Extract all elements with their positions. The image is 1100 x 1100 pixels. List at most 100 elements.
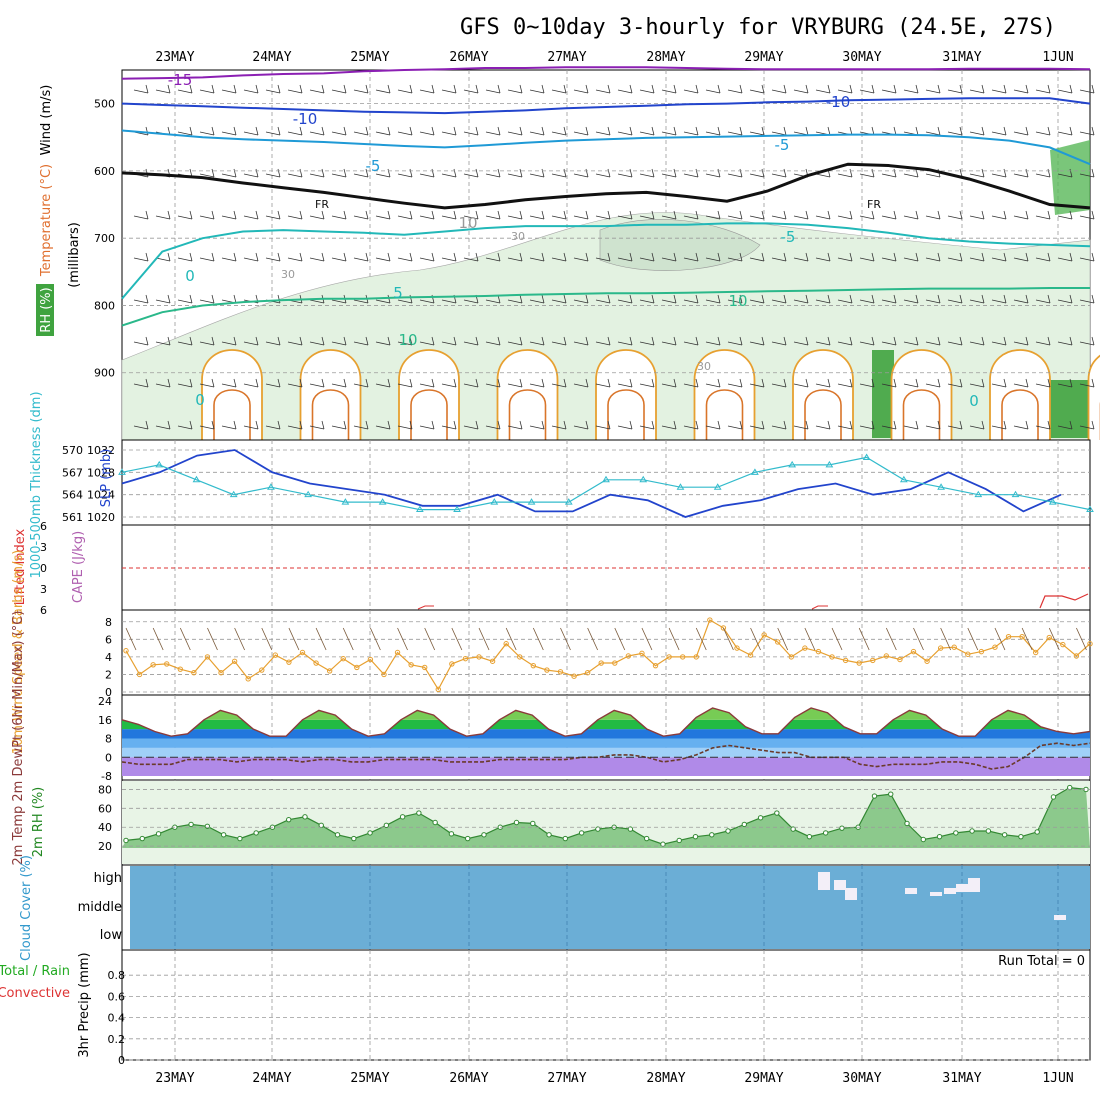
wind-barb-flag	[321, 336, 325, 346]
date-label-top: 25MAY	[350, 50, 389, 65]
wind-barb-flag	[145, 84, 149, 94]
thickness-marker	[639, 475, 648, 483]
wind-barb-flag	[585, 378, 589, 388]
wind-barb-flag	[981, 378, 985, 388]
wind-barb-flag	[915, 294, 919, 304]
wind-speed-marker	[856, 660, 862, 666]
temp-contour-warm	[496, 349, 559, 440]
wind-barb	[265, 89, 281, 94]
wind-barb-10m	[288, 627, 300, 651]
wind-barb-flag	[739, 378, 743, 388]
wind-barb-flag	[563, 84, 567, 94]
li-line-fragment	[811, 605, 828, 610]
wind-barb-flag	[475, 126, 479, 136]
wind-barb	[287, 383, 303, 388]
wind-barb-10m	[261, 627, 273, 651]
wind-barb-flag	[321, 84, 325, 94]
wind-barb	[441, 425, 457, 430]
wind-barb-flag	[1047, 294, 1051, 304]
wind-barb-flag	[959, 126, 963, 136]
wind-speed-marker	[476, 654, 482, 660]
contour-label: 30	[697, 360, 711, 373]
temp-band	[122, 719, 1090, 730]
wind-barb	[595, 383, 611, 388]
wind-barb-flag	[519, 126, 523, 136]
wind-barb-flag	[321, 378, 325, 388]
y-tick-label: 600	[94, 165, 115, 178]
temp-band	[122, 747, 1090, 758]
wind-barb-flag	[761, 294, 765, 304]
wind-barb-flag	[981, 252, 985, 262]
wind-speed-marker	[1060, 641, 1066, 648]
wind-barb	[903, 383, 919, 388]
rh-marker	[888, 791, 894, 797]
wind-speed-marker	[842, 657, 849, 664]
wind-barb-flag	[387, 252, 391, 262]
wind-barb-flag	[739, 126, 743, 136]
y-tick-left: 567	[62, 466, 83, 479]
wind-barb-flag	[1069, 126, 1073, 136]
wind-barb-flag	[431, 84, 435, 94]
wind-barb-flag	[541, 84, 545, 94]
wind-barb	[705, 299, 721, 304]
thickness-marker	[825, 460, 834, 468]
wind-barb-flag	[959, 252, 963, 262]
wind-barb-flag	[981, 126, 985, 136]
cloud-bar	[818, 872, 830, 890]
temp-contour-warm	[989, 349, 1051, 440]
wind-barb-flag	[651, 210, 655, 220]
wind-barb-flag	[783, 336, 787, 346]
cloud-bar	[930, 892, 942, 896]
wind-barb-flag	[893, 378, 897, 388]
wind-barb	[925, 89, 941, 94]
wind-barb-flag	[299, 126, 303, 136]
wind-speed-marker	[449, 661, 455, 667]
wind-barb-flag	[739, 336, 743, 346]
wind-barb	[903, 257, 919, 262]
wind-barb-flag	[849, 420, 853, 430]
wind-barb-flag	[299, 420, 303, 430]
y-tick-label: 800	[94, 299, 115, 312]
y-tick-right: 1024	[87, 489, 115, 502]
wind-barb	[683, 383, 699, 388]
wind-barb	[463, 215, 479, 220]
wind-barb	[837, 89, 853, 94]
wind-barb	[551, 173, 567, 178]
wind-barb	[507, 341, 523, 346]
wind-barb	[661, 383, 677, 388]
wind-barb-flag	[1003, 336, 1007, 346]
wind-speed-marker	[326, 668, 333, 674]
wind-barb	[749, 383, 765, 388]
wind-speed-marker	[897, 656, 903, 663]
wind-barb-flag	[343, 210, 347, 220]
wind-barb	[639, 257, 655, 262]
wind-barb-flag	[761, 126, 765, 136]
panel-cloud: high middle low Cloud Cover (%)	[19, 855, 1091, 961]
wind-barb-flag	[915, 126, 919, 136]
rh-marker	[399, 814, 406, 820]
wind-barb-flag	[211, 378, 215, 388]
wind-barb-flag	[827, 252, 831, 262]
wind-barb-10m	[1048, 627, 1060, 651]
thickness-marker	[751, 468, 759, 475]
date-label-bottom: 26MAY	[449, 1071, 488, 1086]
wind-barb	[991, 299, 1007, 304]
wind-barb-flag	[145, 378, 149, 388]
wind-barb	[529, 131, 545, 136]
wind-speed-marker	[367, 656, 374, 663]
temp-contour-warmer	[804, 389, 842, 440]
wind-barb	[177, 257, 193, 262]
wind-barb	[925, 131, 941, 136]
wind-barb-flag	[695, 210, 699, 220]
wind-barb	[331, 173, 347, 178]
wind-barb-flag	[739, 84, 743, 94]
wind-barb-flag	[607, 210, 611, 220]
wind-barb-flag	[651, 84, 655, 94]
wind-barb	[375, 341, 391, 346]
wind-barb	[925, 383, 941, 388]
wind-barb	[991, 173, 1007, 178]
rh-marker	[123, 837, 129, 844]
wind-barb	[683, 215, 699, 220]
wind-barb-10m	[913, 627, 924, 651]
y-tick-label: 8	[105, 733, 112, 746]
